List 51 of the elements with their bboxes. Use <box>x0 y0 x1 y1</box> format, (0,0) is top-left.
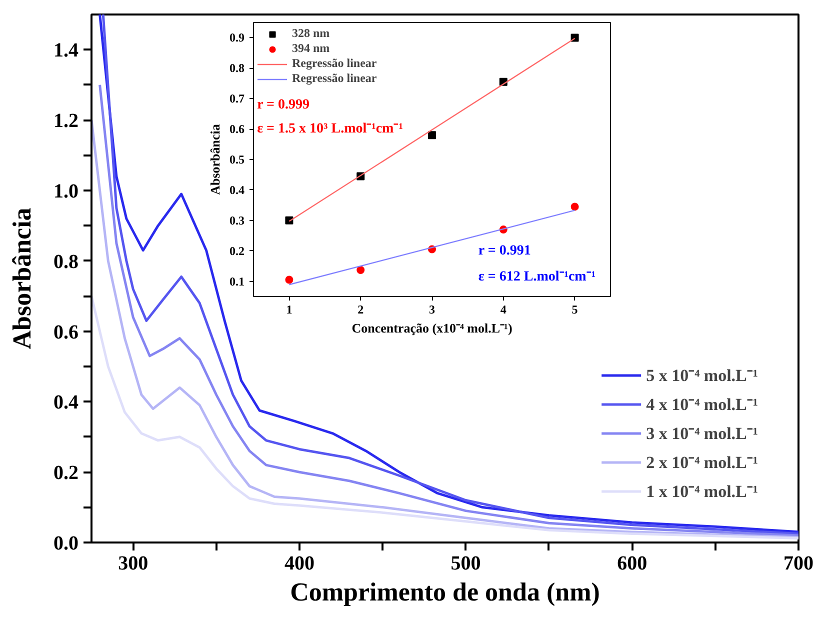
point <box>570 202 579 211</box>
point <box>356 266 365 274</box>
annotation: r = 0.991 <box>478 243 531 258</box>
x-tick-label: 2 <box>358 302 364 316</box>
legend-label: 2 x 10⁻⁴ mol.L⁻¹ <box>646 452 758 473</box>
legend-label: 328 nm <box>292 26 330 41</box>
annotation: ε = 612 L.mol⁻¹cm⁻¹ <box>478 269 596 284</box>
y-tick-label: 0.1 <box>230 274 244 288</box>
point <box>285 216 294 224</box>
y-tick-label: 0.6 <box>54 321 78 344</box>
x-tick-label: 500 <box>450 552 481 574</box>
y-tick-label: 0.8 <box>230 61 244 76</box>
y-tick-label: 0.7 <box>230 92 244 106</box>
point <box>285 276 294 284</box>
x-axis-title: Concentração (x10⁻⁴ mol.L⁻¹) <box>352 320 512 336</box>
y-tick-label: 1.2 <box>54 110 78 132</box>
y-tick-label: 0.9 <box>230 30 244 45</box>
y-axis-title: Absorbância <box>208 124 222 195</box>
y-tick-label: 0.5 <box>230 152 244 166</box>
y-tick-label: 0.3 <box>230 213 244 228</box>
legend-label: 394 nm <box>292 41 330 56</box>
x-tick-label: 1 <box>286 302 292 316</box>
x-tick-label: 600 <box>617 552 648 574</box>
x-tick-label: 300 <box>118 552 148 574</box>
y-tick-label: 1.0 <box>54 180 78 202</box>
x-tick-label: 3 <box>429 302 435 316</box>
x-tick-label: 700 <box>784 552 814 574</box>
legend-label: 5 x 10⁻⁴ mol.L⁻¹ <box>646 365 758 386</box>
x-tick-label: 5 <box>572 302 578 316</box>
x-tick-label: 4 <box>500 302 506 316</box>
point <box>428 131 436 140</box>
y-tick-label: 0.2 <box>54 462 78 484</box>
legend-label: 3 x 10⁻⁴ mol.L⁻¹ <box>646 423 758 444</box>
legend-label: Regressão linear <box>292 56 377 71</box>
x-axis-title: Comprimento de onda (nm) <box>290 578 600 606</box>
y-axis-title: Absorbância <box>8 208 36 350</box>
x-tick-label: 400 <box>284 552 314 574</box>
text: 0.0 <box>54 532 78 554</box>
annotation: ε = 1.5 x 10³ L.mol⁻¹cm⁻¹ <box>257 122 403 137</box>
y-tick-label: 0.8 <box>54 250 78 273</box>
y-tick-label: 0.6 <box>230 122 244 136</box>
y-tick-label: 0.4 <box>230 182 244 197</box>
legend-label: Regressão linear <box>292 71 377 86</box>
annotation: r = 0.999 <box>257 97 310 112</box>
y-tick-label: 1.4 <box>54 40 78 62</box>
legend-label: 1 x 10⁻⁴ mol.L⁻¹ <box>646 481 758 502</box>
y-tick-label: 0.2 <box>230 244 244 258</box>
line-series <box>92 294 798 540</box>
legend-label: 4 x 10⁻⁴ mol.L⁻¹ <box>646 394 758 415</box>
y-tick-label: 0.4 <box>54 392 78 414</box>
point <box>570 34 579 42</box>
